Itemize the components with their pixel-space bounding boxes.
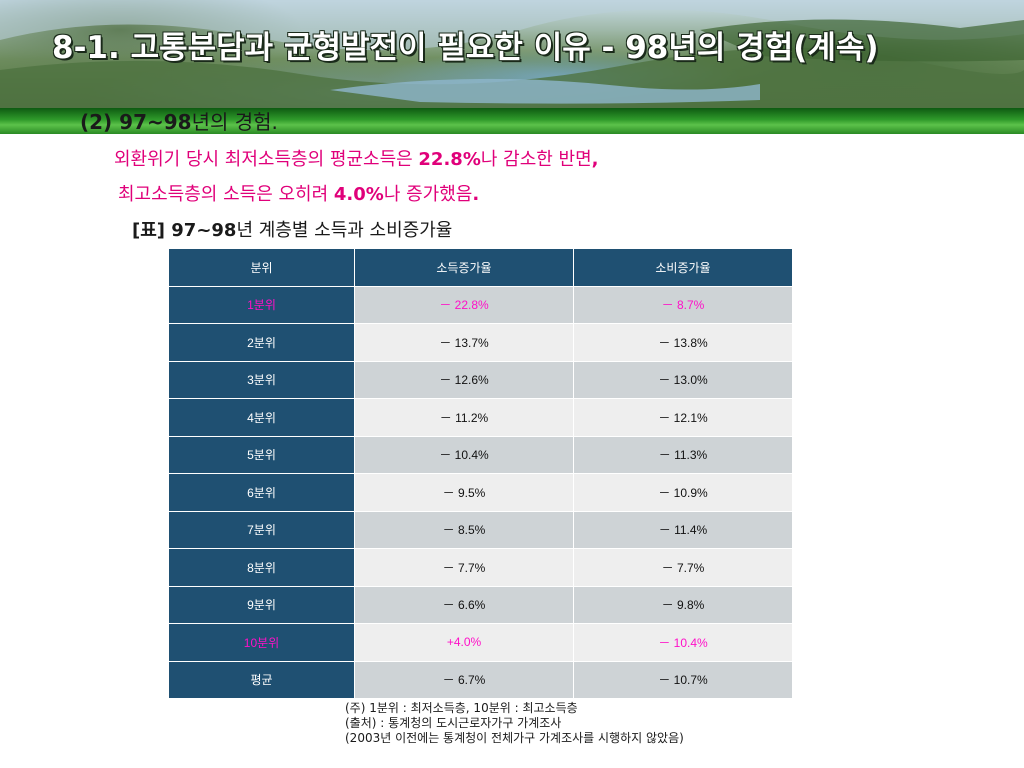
cell-income-growth: － 7.7% — [354, 548, 574, 587]
table-row: 5분위 － 10.4% － 11.3% — [168, 435, 793, 474]
line1-figure: 22.8% — [418, 149, 481, 170]
cell-consumption-growth: － 7.7% — [573, 548, 793, 587]
caption-text: 년 계층별 소득과 소비증가율 — [236, 220, 453, 241]
line2-figure: 4.0% — [333, 184, 384, 205]
cell-income-growth: － 10.4% — [354, 435, 574, 474]
table-notes: (주) 1분위 : 최저소득층, 10분위 : 최고소득층 (출처) : 통계청… — [345, 701, 684, 746]
line2-text: 최고소득층의 소득은 오히려 — [118, 184, 334, 205]
table-row: 6분위 － 9.5% － 10.9% — [168, 473, 793, 512]
cell-income-growth: － 22.8% — [354, 285, 574, 324]
row-decile-label: 4분위 — [168, 398, 355, 437]
table-row: 3분위 － 12.6% － 13.0% — [168, 360, 793, 399]
cell-consumption-growth: － 12.1% — [573, 398, 793, 437]
row-decile-label: 3분위 — [168, 360, 355, 399]
caption-prefix: [표] — [132, 220, 172, 241]
table-row: 2분위 － 13.7% － 13.8% — [168, 323, 793, 362]
cell-consumption-growth: － 11.4% — [573, 510, 793, 549]
row-decile-label: 1분위 — [168, 285, 355, 324]
row-decile-label: 2분위 — [168, 323, 355, 362]
table-row: 평균 － 6.7% － 10.7% — [168, 660, 793, 699]
row-decile-label: 5분위 — [168, 435, 355, 474]
line1-text: 외환위기 당시 최저소득층의 평균소득은 — [114, 149, 419, 170]
cell-income-growth: － 11.2% — [354, 398, 574, 437]
header-banner: 8-1. 고통분담과 균형발전이 필요한 이유 - 98년의 경험(계속) — [0, 0, 1024, 108]
body-line-1: 외환위기 당시 최저소득층의 평균소득은 22.8%나 감소한 반면, — [114, 145, 599, 171]
row-decile-label: 6분위 — [168, 473, 355, 512]
cell-consumption-growth: － 9.8% — [573, 585, 793, 624]
table-row: 9분위 － 6.6% － 9.8% — [168, 585, 793, 624]
income-consumption-table: 분위 소득증가율 소비증가율 1분위 － 22.8% － 8.7% 2분위 － 13.7… — [168, 248, 793, 699]
table-row: 4분위 － 11.2% － 12.1% — [168, 398, 793, 437]
subheading-number: (2) 97~98 — [80, 110, 192, 134]
cell-income-growth: － 8.5% — [354, 510, 574, 549]
cell-income-growth: － 12.6% — [354, 360, 574, 399]
table-caption: [표] 97~98년 계층별 소득과 소비증가율 — [132, 216, 452, 242]
body-line-2: 최고소득층의 소득은 오히려 4.0%나 증가했음. — [118, 180, 479, 206]
cell-income-growth: － 9.5% — [354, 473, 574, 512]
cell-consumption-growth: － 8.7% — [573, 285, 793, 324]
cell-income-growth: － 6.6% — [354, 585, 574, 624]
line2-text-2: 나 증가했음 — [383, 184, 473, 205]
table-row: 1분위 － 22.8% － 8.7% — [168, 285, 793, 324]
cell-income-growth: +4.0% — [354, 623, 574, 662]
note-caveat: (2003년 이전에는 통계청이 전체가구 가계조사를 시행하지 않았음) — [345, 731, 684, 745]
row-decile-label: 10분위 — [168, 623, 355, 662]
page-title: 8-1. 고통분담과 균형발전이 필요한 이유 - 98년의 경험(계속) — [52, 30, 879, 66]
cell-income-growth: － 13.7% — [354, 323, 574, 362]
table-header-row: 분위 소득증가율 소비증가율 — [168, 248, 793, 287]
row-decile-label: 9분위 — [168, 585, 355, 624]
landscape-illustration — [0, 0, 1024, 108]
row-decile-label: 평균 — [168, 660, 355, 699]
note-definition: (주) 1분위 : 최저소득층, 10분위 : 최고소득층 — [345, 701, 578, 715]
line2-punct: . — [472, 184, 480, 205]
header-divider-bar — [0, 108, 1024, 134]
row-decile-label: 7분위 — [168, 510, 355, 549]
cell-consumption-growth: － 13.8% — [573, 323, 793, 362]
column-header-income-growth: 소득증가율 — [354, 248, 574, 287]
line1-punct: , — [591, 149, 599, 170]
table-row: 10분위 +4.0% － 10.4% — [168, 623, 793, 662]
cell-consumption-growth: － 10.9% — [573, 473, 793, 512]
column-header-decile: 분위 — [168, 248, 355, 287]
table-row: 8분위 － 7.7% － 7.7% — [168, 548, 793, 587]
cell-consumption-growth: － 10.7% — [573, 660, 793, 699]
caption-years: 97~98 — [171, 220, 237, 241]
cell-consumption-growth: － 10.4% — [573, 623, 793, 662]
subheading-text: 년의 경험. — [191, 110, 278, 134]
row-decile-label: 8분위 — [168, 548, 355, 587]
section-subheading: (2) 97~98년의 경험. — [80, 106, 278, 135]
column-header-consumption-growth: 소비증가율 — [573, 248, 793, 287]
line1-text-2: 나 감소한 반면 — [480, 149, 592, 170]
note-source: (출처) : 통계청의 도시근로자가구 가계조사 — [345, 716, 562, 730]
cell-consumption-growth: － 13.0% — [573, 360, 793, 399]
cell-consumption-growth: － 11.3% — [573, 435, 793, 474]
cell-income-growth: － 6.7% — [354, 660, 574, 699]
table-row: 7분위 － 8.5% － 11.4% — [168, 510, 793, 549]
